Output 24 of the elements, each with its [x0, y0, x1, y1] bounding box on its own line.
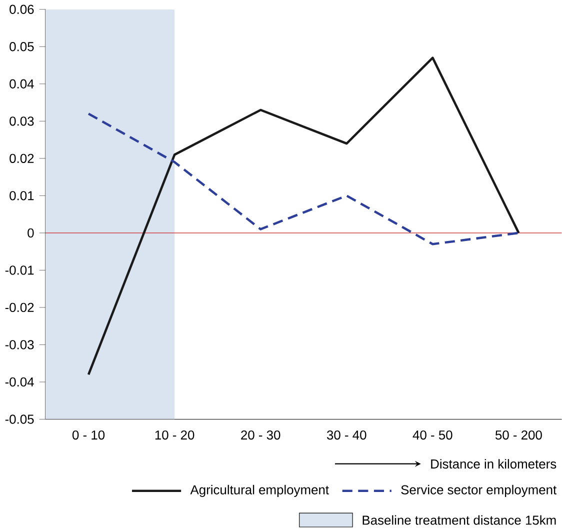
legend-label: Service sector employment [401, 485, 557, 498]
x-tick-label: 20 - 30 [241, 430, 280, 440]
y-tick-label: -0.01 [5, 266, 34, 275]
y-tick-label: -0.05 [5, 414, 34, 424]
line-series [87, 56, 520, 376]
y-tick-label: 0 [28, 228, 34, 238]
x-tick-label: 30 - 40 [326, 430, 366, 440]
x-tick-label: 40 - 50 [412, 430, 452, 440]
y-tick-label: 0.01 [10, 191, 34, 200]
y-tick-label: 0.04 [10, 80, 34, 89]
x-axis-title: Distance in kilometers [431, 459, 556, 469]
y-tick-label: -0.04 [5, 378, 34, 387]
y-tick-label: -0.03 [5, 340, 34, 350]
y-tick-label: 0.02 [10, 154, 34, 164]
legend-label: Baseline treatment distance 15km [362, 515, 556, 525]
y-tick-label: -0.02 [5, 303, 34, 312]
y-tick-label: 0.03 [10, 116, 34, 126]
y-tick-label: 0.06 [10, 4, 34, 14]
x-tick-label: 10 - 20 [155, 430, 194, 440]
legend-label: Agricultural employment [190, 485, 329, 498]
x-tick-label: 50 - 200 [495, 430, 542, 440]
line-series [87, 112, 520, 246]
y-tick-label: 0.05 [10, 42, 34, 52]
x-tick-label: 0 - 10 [72, 430, 105, 440]
